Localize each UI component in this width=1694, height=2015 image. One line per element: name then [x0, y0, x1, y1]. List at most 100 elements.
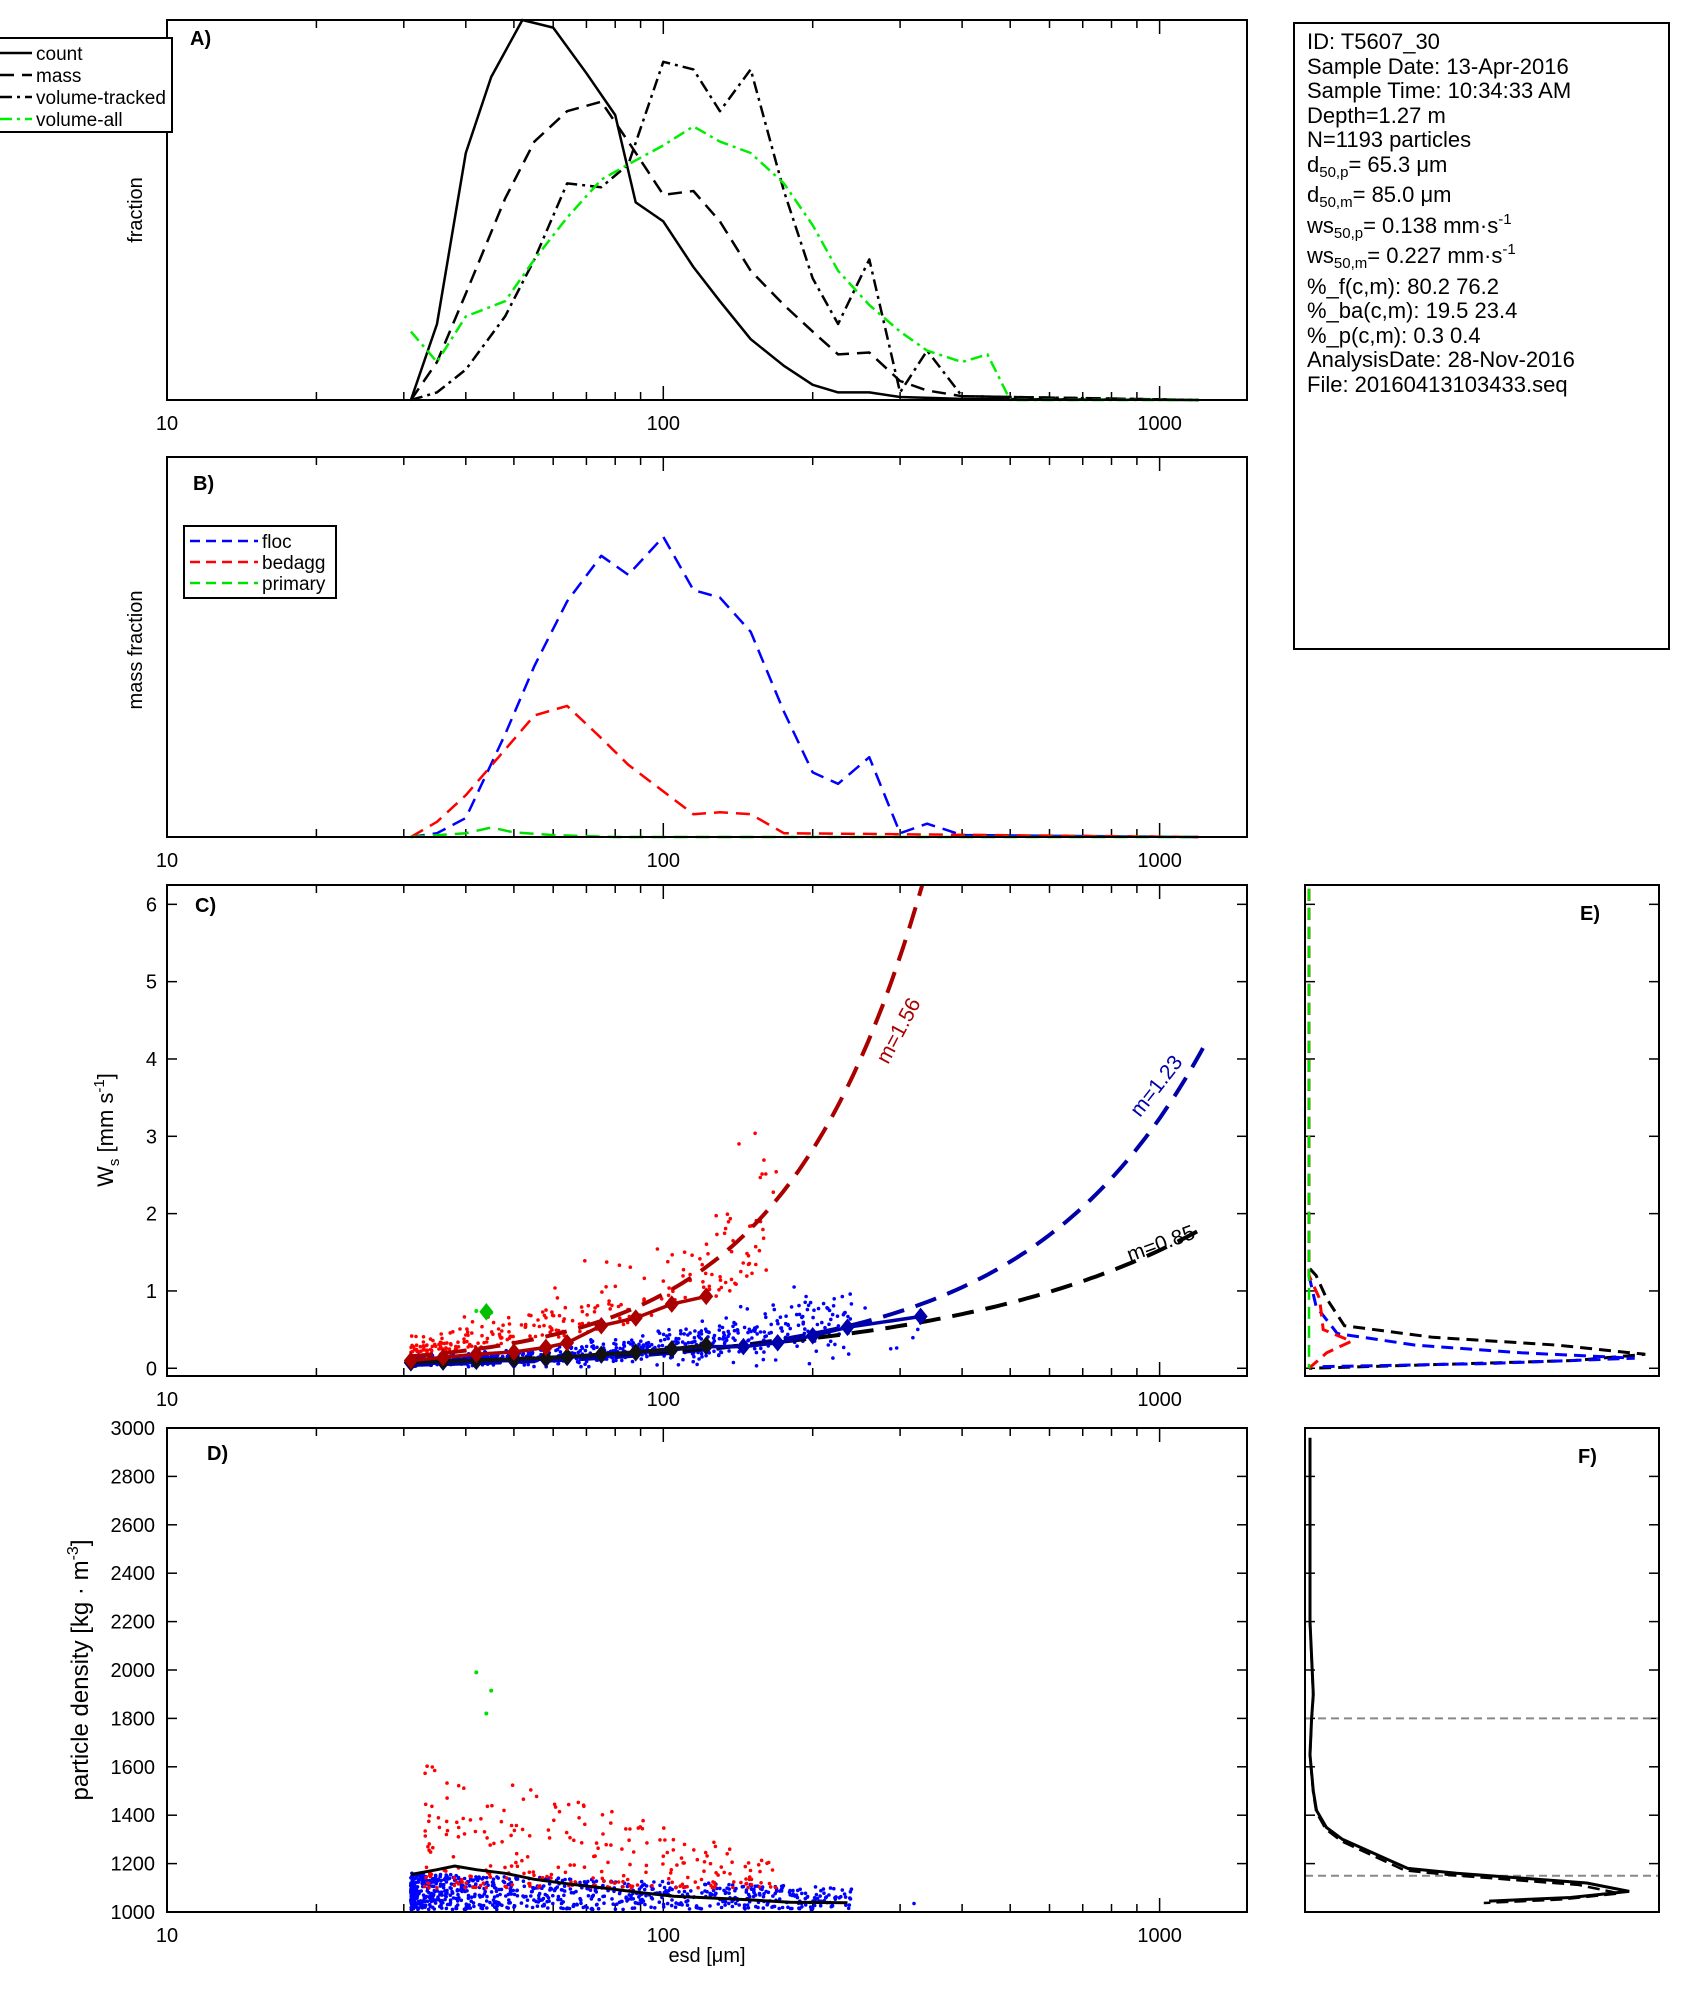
bedagg-point [531, 1870, 536, 1874]
primary-point [484, 1711, 489, 1716]
bedagg-point [620, 1847, 624, 1851]
bedagg-point [445, 1341, 449, 1345]
floc-point [579, 1901, 583, 1906]
legend-label-volume-all: volume-all [36, 110, 123, 131]
floc-point [795, 1344, 799, 1348]
bedagg-point [485, 1836, 489, 1840]
floc-point [630, 1359, 635, 1364]
floc-point [471, 1901, 476, 1905]
bedagg-point [771, 1190, 776, 1194]
bedagg-point [710, 1272, 714, 1277]
floc-point [815, 1322, 820, 1327]
floc-point [814, 1349, 819, 1353]
bedagg-point [462, 1786, 466, 1790]
bedagg-point [488, 1864, 493, 1868]
bedagg-point [510, 1783, 515, 1787]
bedagg-point [747, 1877, 752, 1882]
info-line: Depth=1.27 m [1307, 102, 1446, 128]
bedagg-point [447, 1347, 452, 1351]
bedagg-point [547, 1836, 552, 1840]
floc-point [536, 1900, 541, 1904]
bedagg-point [445, 1781, 449, 1785]
floc-point [727, 1332, 731, 1336]
floc-point [755, 1332, 759, 1336]
panel-c-ylabel: Ws [mm s-1] [91, 1073, 123, 1187]
floc-point [613, 1348, 618, 1353]
floc-point [665, 1334, 669, 1338]
x-tick-label: 100 [647, 1389, 680, 1411]
floc-point [474, 1877, 479, 1881]
floc-point [846, 1352, 851, 1356]
bedagg-point [671, 1848, 676, 1852]
floc-point [894, 1346, 899, 1350]
bedagg-point [557, 1313, 562, 1318]
bedagg-point [435, 1886, 439, 1890]
bedagg-point [509, 1334, 513, 1339]
floc-point [774, 1889, 779, 1893]
bedagg-point [644, 1863, 649, 1868]
bedagg-point [661, 1862, 665, 1866]
floc-point [704, 1329, 709, 1334]
floc-point [779, 1326, 784, 1330]
bedagg-point [534, 1794, 539, 1799]
bedagg-mean-line [410, 1294, 707, 1363]
floc-point [567, 1877, 572, 1881]
all-mean-line [410, 1343, 707, 1364]
bedagg-point [681, 1267, 686, 1272]
bedagg-point [715, 1232, 719, 1237]
bedagg-point [465, 1330, 470, 1334]
bedagg-point [576, 1800, 581, 1805]
bedagg-point [455, 1820, 459, 1825]
floc-point [515, 1888, 519, 1893]
floc-point [697, 1357, 701, 1361]
floc-point [432, 1898, 436, 1902]
bedagg-point [444, 1819, 449, 1824]
bedagg-point [509, 1833, 513, 1838]
bedagg-point [599, 1869, 604, 1874]
floc-point [786, 1905, 790, 1910]
floc-mean-marker [770, 1333, 785, 1352]
bedagg-point [602, 1879, 606, 1883]
bedagg-point [746, 1262, 751, 1267]
bedagg-point [714, 1294, 718, 1298]
floc-point [803, 1903, 808, 1907]
floc-point [777, 1906, 781, 1911]
y-tick-label: 5 [146, 972, 157, 994]
floc-point [800, 1891, 804, 1896]
panel-e-ticks [1305, 903, 1659, 1370]
floc-point [716, 1902, 721, 1906]
floc-point [831, 1356, 835, 1360]
floc-point [472, 1904, 476, 1909]
floc-point [410, 1891, 415, 1895]
info-subscript: 50,m [1333, 255, 1368, 272]
floc-point [627, 1893, 632, 1897]
floc-point [776, 1321, 780, 1326]
bedagg-point [456, 1835, 461, 1839]
floc-point [441, 1885, 446, 1890]
bedagg-point [448, 1331, 453, 1335]
floc-point [596, 1906, 601, 1911]
floc-point [597, 1897, 601, 1902]
floc-point [478, 1895, 483, 1899]
floc-point [473, 1892, 477, 1897]
floc-point [444, 1906, 449, 1911]
bedagg-point [438, 1340, 443, 1345]
bedagg-point [491, 1332, 495, 1336]
bedagg-point [552, 1802, 557, 1807]
floc-point [420, 1875, 424, 1879]
floc-point [448, 1900, 453, 1905]
floc-point [532, 1364, 536, 1369]
primary-point [474, 1309, 479, 1314]
floc-point [807, 1361, 812, 1366]
floc-point [602, 1894, 607, 1898]
bedagg-point [759, 1858, 764, 1863]
bedagg-point [607, 1299, 611, 1303]
floc-point [703, 1882, 708, 1887]
series-count [409, 18, 1199, 402]
floc-point [501, 1879, 506, 1884]
y-tick-label: 2000 [111, 1660, 156, 1682]
floc-point [443, 1894, 448, 1898]
floc-point [724, 1338, 729, 1343]
bedagg-point [616, 1880, 621, 1884]
bedagg-point [764, 1268, 768, 1272]
